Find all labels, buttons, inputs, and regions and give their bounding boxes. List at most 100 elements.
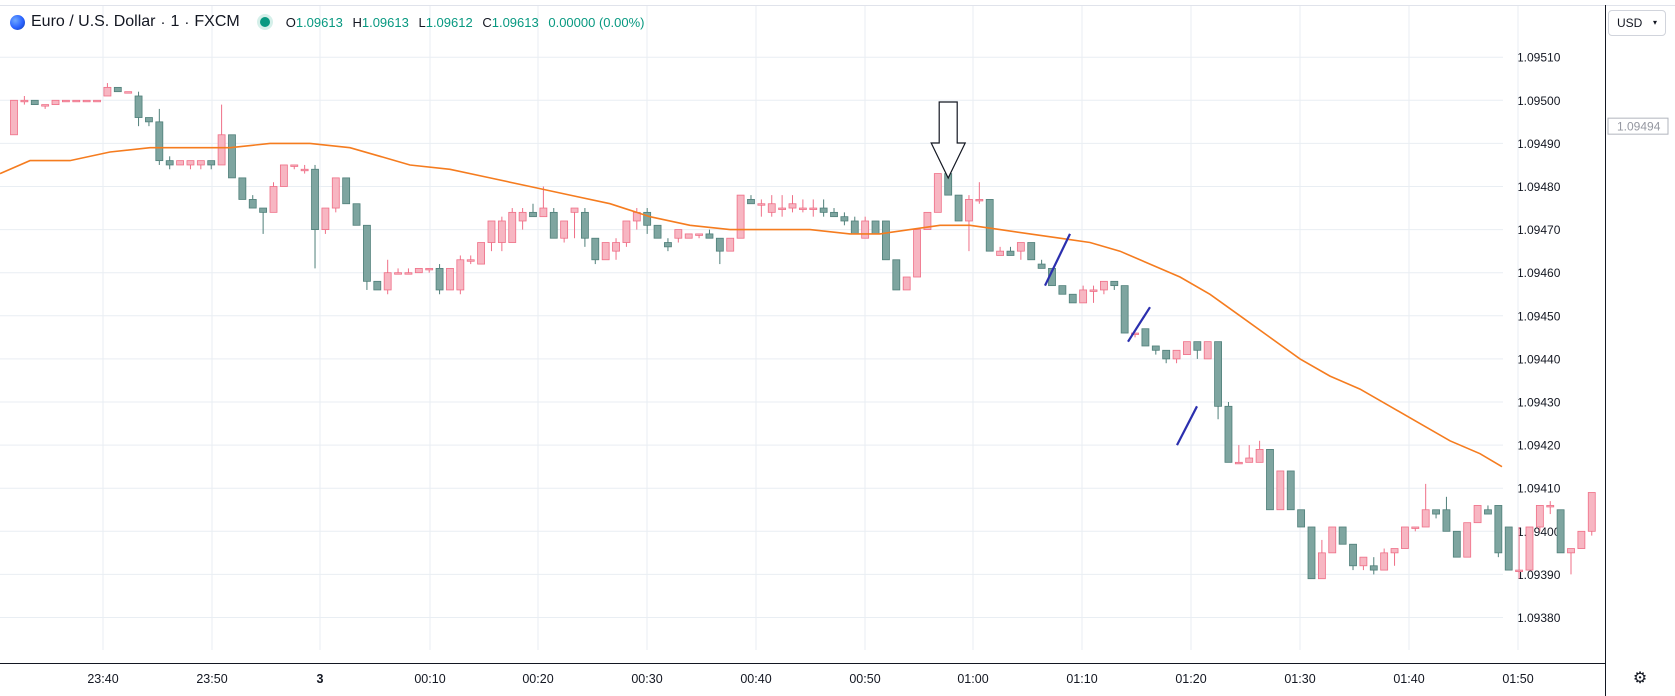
candle-body: [300, 168, 309, 172]
candle-body: [1463, 522, 1472, 558]
candle-body: [1245, 457, 1254, 463]
price-tick-label: 1.09380: [1517, 611, 1561, 625]
candle-body: [456, 259, 465, 291]
currency-button[interactable]: USD ▾: [1608, 10, 1666, 36]
candle-body: [373, 280, 382, 291]
currency-label: USD: [1617, 16, 1643, 30]
candle-body: [1473, 505, 1482, 524]
time-tick-label: 01:50: [1502, 672, 1533, 686]
symbol-title[interactable]: Euro / U.S. Dollar: [31, 13, 156, 30]
exchange-label[interactable]: FXCM: [194, 13, 240, 30]
candle-body: [1307, 526, 1316, 580]
candle-body: [798, 207, 807, 210]
candle-body: [1328, 526, 1337, 554]
title-separator: ·: [184, 13, 190, 31]
candle-body: [1535, 505, 1544, 528]
candle-body: [1515, 569, 1523, 572]
candle-body: [508, 211, 517, 243]
price-tick-label: 1.09420: [1517, 439, 1561, 453]
price-marker-label: 1.09494: [1617, 120, 1661, 134]
gear-icon[interactable]: ⚙: [1632, 670, 1648, 687]
candle-body: [591, 237, 600, 261]
candle-body: [1100, 280, 1108, 291]
candle-body: [497, 220, 506, 243]
down-arrow-annotation: [930, 101, 967, 180]
candle-body: [1567, 548, 1575, 554]
trendline-annotation: [1176, 405, 1198, 446]
time-tick-label: 23:50: [196, 672, 227, 686]
high-key: H: [352, 14, 362, 30]
candle-body: [269, 186, 278, 213]
candle-body: [20, 99, 29, 103]
time-tick-label: 3: [317, 672, 324, 686]
candle-body: [10, 99, 18, 136]
candle-body: [383, 272, 392, 291]
candle-body: [228, 134, 236, 179]
candle-body: [757, 203, 766, 206]
candle-body: [290, 164, 299, 167]
candle-body: [612, 242, 620, 252]
candle-body: [715, 237, 724, 252]
candle-body: [30, 99, 39, 106]
candle-body: [923, 211, 932, 231]
candle-body: [1484, 509, 1492, 515]
candle-body: [414, 267, 423, 274]
candle-body: [933, 173, 942, 213]
candle-body: [1234, 461, 1243, 465]
candle-body: [311, 168, 319, 230]
candle-body: [1214, 341, 1222, 407]
chart-header: Euro / U.S. Dollar · 1 · FXCM O 1.09613 H…: [10, 11, 650, 33]
candle-body: [1068, 293, 1077, 304]
market-status-icon[interactable]: [259, 17, 270, 27]
time-tick-label: 00:40: [740, 672, 771, 686]
candle-body: [394, 272, 402, 275]
candle-body: [726, 237, 735, 252]
candle-body: [850, 220, 859, 235]
candle-body: [684, 233, 693, 239]
candle-body: [1006, 250, 1015, 256]
candle-body: [1079, 289, 1088, 304]
price-tick-label: 1.09490: [1517, 137, 1561, 151]
candle-body: [1058, 285, 1067, 295]
candle-body: [747, 199, 755, 205]
candle-body: [1494, 505, 1503, 554]
candle-body: [1317, 552, 1326, 580]
candle-body: [41, 104, 50, 107]
candle-body: [1369, 565, 1378, 571]
trendline-annotation: [1044, 233, 1071, 287]
candle-body: [342, 177, 351, 205]
candle-body: [1172, 349, 1181, 360]
candle-body: [207, 160, 216, 166]
time-tick-label: 00:10: [414, 672, 445, 686]
candle-body: [363, 224, 371, 282]
candle-body: [965, 199, 973, 222]
time-tick-label: 01:30: [1284, 672, 1315, 686]
candle-body: [1276, 470, 1285, 511]
candle-body: [238, 177, 247, 200]
candle-body: [186, 160, 195, 166]
candle-body: [1525, 526, 1534, 571]
candle-body: [1027, 242, 1036, 261]
candle-body: [1224, 405, 1233, 463]
close-value: 1.09613: [491, 14, 539, 30]
candle-body: [466, 259, 475, 262]
candle-body: [539, 207, 548, 218]
time-tick-label: 00:50: [849, 672, 880, 686]
open-key: O: [285, 14, 296, 30]
candle-body: [882, 220, 890, 261]
candle-body: [1183, 341, 1191, 355]
time-tick-label: 00:20: [522, 672, 553, 686]
candle-body: [1037, 263, 1046, 269]
title-separator: ·: [160, 13, 166, 31]
candle-body: [124, 91, 133, 94]
candle-body: [1162, 349, 1171, 360]
candle-body: [529, 211, 537, 218]
candles-group: [10, 83, 1596, 580]
time-tick-label: 01:00: [957, 672, 988, 686]
time-tick-label: 01:10: [1066, 672, 1097, 686]
candle-body: [1401, 526, 1409, 549]
interval-label[interactable]: 1: [170, 13, 180, 30]
candle-body: [435, 267, 444, 291]
candle-body: [902, 276, 911, 291]
